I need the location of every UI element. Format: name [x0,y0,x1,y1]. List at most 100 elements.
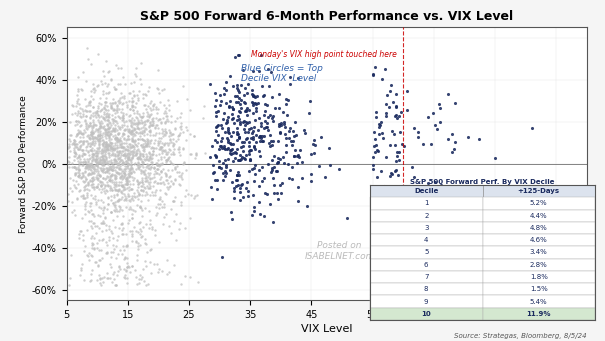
Point [88,117,97,123]
Point [212,128,221,134]
Point [108,107,117,113]
Point [120,194,130,199]
Point [174,133,184,138]
Point [117,231,127,237]
Point [108,200,117,205]
Point [96,125,106,130]
Point [118,243,128,249]
Point [87,141,97,146]
Point [82,157,92,162]
Point [254,134,264,140]
Point [247,130,257,136]
Point [122,178,131,183]
Point [102,145,112,150]
Point [240,108,250,114]
Point [157,88,167,93]
Point [146,164,156,169]
Point [105,177,115,183]
Point [151,145,161,151]
Point [223,127,233,133]
Point [217,135,226,140]
Point [162,113,171,119]
Point [81,113,91,118]
Point [175,115,185,120]
Point [81,123,91,129]
Point [418,141,428,146]
Point [158,221,168,227]
Point [235,52,244,57]
Point [127,193,137,199]
Point [145,120,155,125]
Point [198,115,208,121]
Point [155,187,165,193]
Point [381,113,391,119]
Point [145,157,154,162]
Point [88,166,98,171]
Point [221,163,231,168]
Point [81,166,91,171]
Point [146,137,155,143]
Point [126,163,136,168]
Point [124,154,134,160]
Point [105,224,114,229]
Point [139,156,149,162]
Point [113,169,122,174]
Point [140,118,150,124]
Point [90,85,99,90]
Point [113,98,123,104]
Point [132,177,142,183]
Point [172,98,182,104]
Point [143,174,152,180]
Point [114,137,124,143]
Point [76,138,86,144]
Point [128,133,137,139]
Point [74,160,84,166]
Point [77,106,87,112]
Point [88,151,98,157]
Point [100,129,110,134]
Point [141,263,151,269]
Point [101,128,111,133]
Point [83,166,93,172]
Point [92,184,102,189]
Point [105,276,114,281]
Point [124,127,134,132]
Point [104,167,114,172]
Point [159,205,169,210]
Point [157,144,167,150]
Point [154,151,164,157]
Point [122,264,131,270]
Point [93,224,102,229]
Point [110,246,119,252]
Point [381,110,391,116]
Point [94,130,103,135]
Point [106,143,116,148]
Point [211,90,220,95]
Point [104,111,114,117]
Point [148,145,157,151]
Point [133,155,143,161]
Point [71,185,80,191]
Point [92,108,102,113]
Point [100,127,110,133]
Point [234,157,243,163]
Point [74,113,84,118]
Point [216,138,226,143]
Point [101,165,111,171]
Point [166,151,176,157]
Point [111,169,121,175]
Point [279,119,289,124]
Point [110,172,119,177]
Point [102,182,112,187]
Point [100,215,110,220]
Point [105,188,115,193]
Point [391,112,401,118]
Point [118,145,128,151]
Point [73,166,83,172]
Point [95,157,105,162]
Point [127,232,137,237]
Point [263,120,272,126]
Point [241,185,251,191]
Point [96,132,105,137]
Point [155,180,165,186]
